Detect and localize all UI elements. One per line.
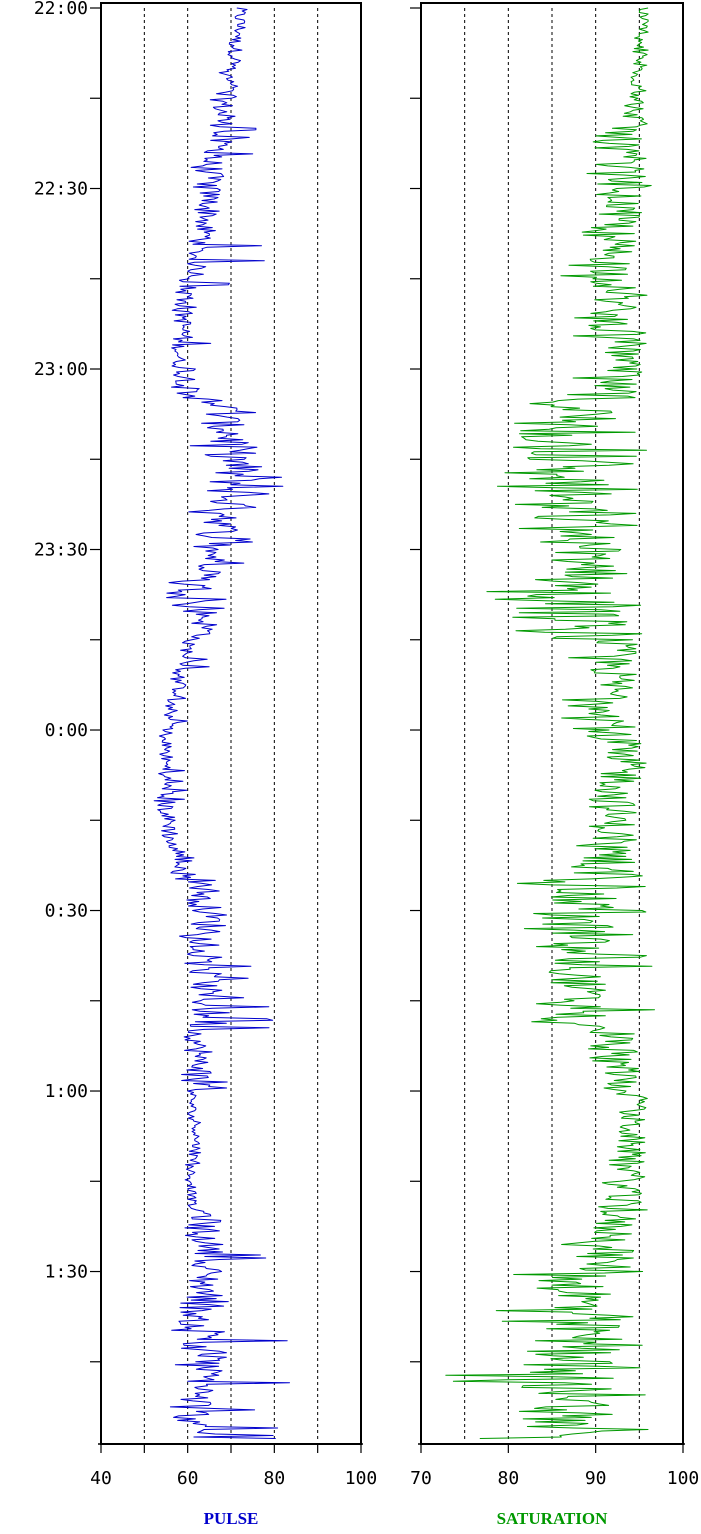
time-tick-label: 0:00 [45,720,88,741]
time-tick-label: 22:00 [34,0,88,19]
time-tick-label: 22:30 [34,179,88,200]
pulse-title: PULSE [204,1509,259,1528]
saturation-panel: 70 80 90 100 SATURATION [410,2,700,1528]
saturation-trace [445,7,655,1439]
time-tick-label: 1:30 [45,1262,88,1283]
time-tick-label: 0:30 [45,901,88,922]
time-tick-label: 23:30 [34,540,88,561]
x-tick-label: 90 [585,1468,607,1489]
time-tick-label: 23:00 [34,359,88,380]
x-tick-label: 100 [667,1468,700,1489]
pulse-panel: 40 60 80 100 PULSE [90,2,378,1528]
time-tick-label: 1:00 [45,1081,88,1102]
x-tick-label: 80 [263,1468,285,1489]
x-tick-label: 80 [497,1468,519,1489]
x-tick-label: 100 [345,1468,378,1489]
saturation-title: SATURATION [497,1509,609,1528]
x-tick-label: 40 [90,1468,112,1489]
time-axis: 22:00 22:30 23:00 23:30 0:00 0:30 1:00 1:30 [34,0,88,1283]
x-tick-label: 60 [177,1468,199,1489]
pulse-trace [153,7,290,1439]
x-tick-label: 70 [410,1468,432,1489]
